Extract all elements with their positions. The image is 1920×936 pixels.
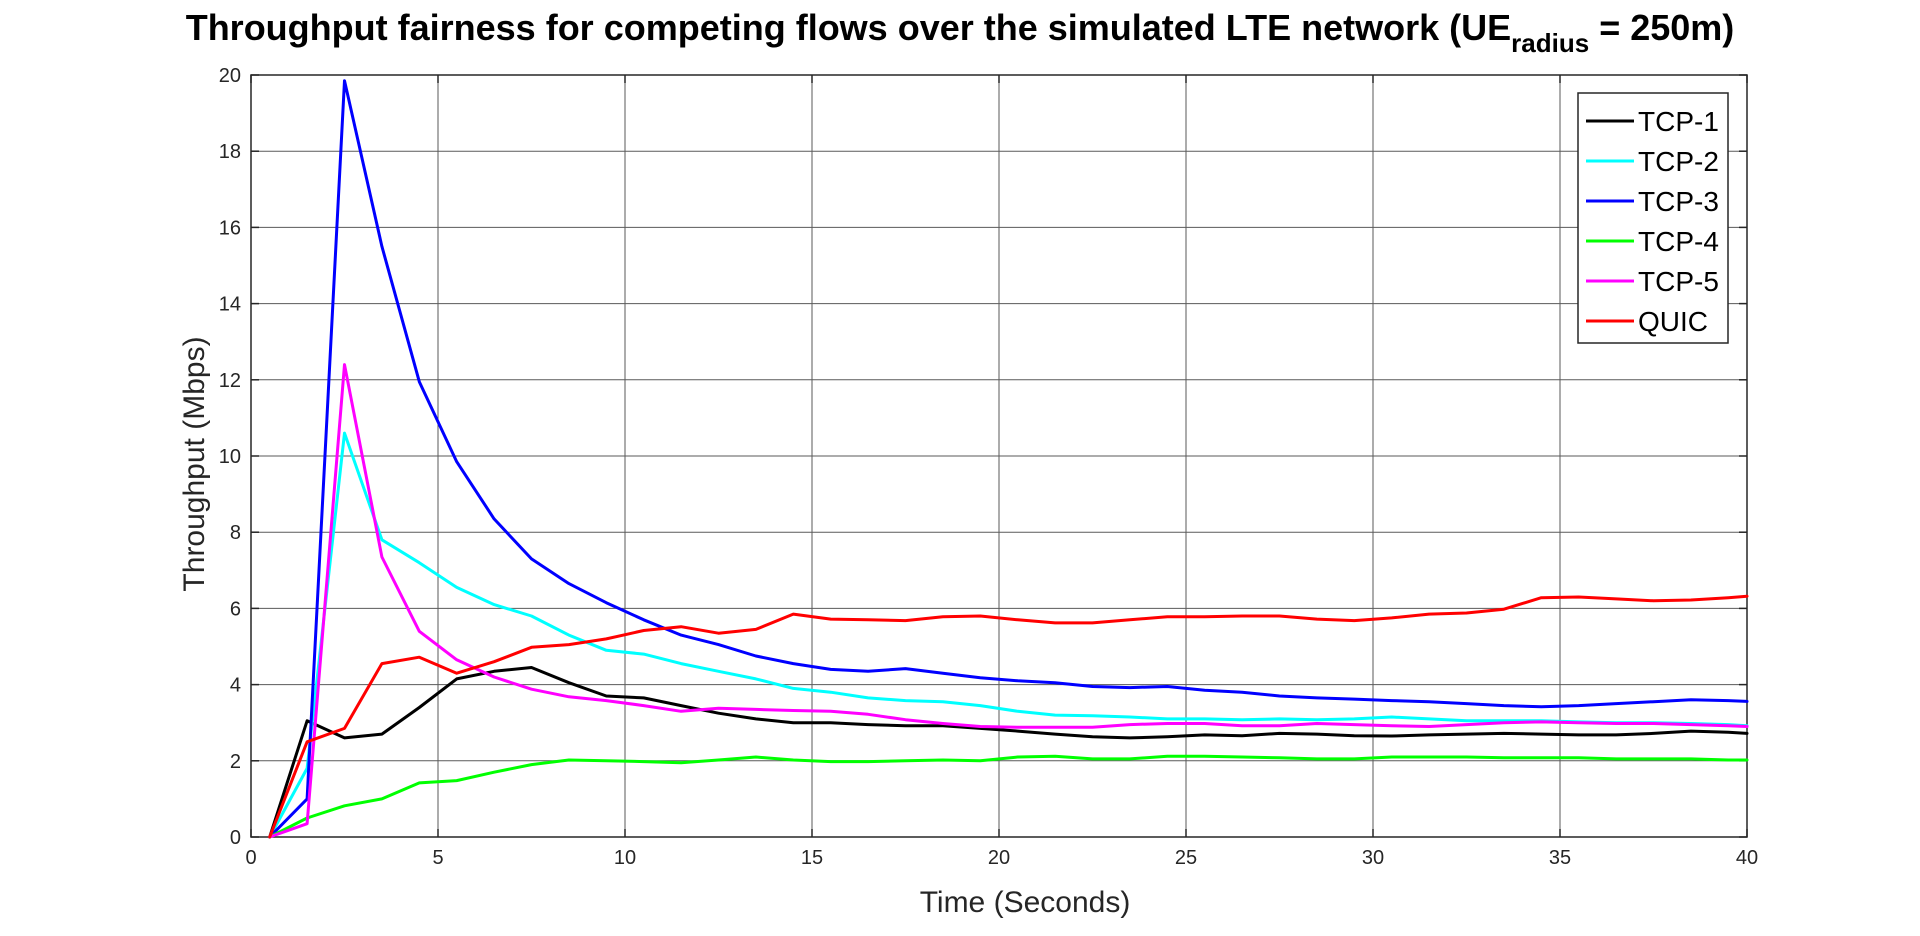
series-line-tcp-5 <box>268 363 1749 839</box>
y-tick-label: 10 <box>219 446 241 468</box>
x-tick-label: 15 <box>801 847 823 869</box>
series-lines <box>268 79 1749 839</box>
chart-title-subscript: radius <box>1511 28 1589 58</box>
legend-label-tcp-3: TCP-3 <box>1638 186 1719 217</box>
chart-title-main: Throughput fairness for competing flows … <box>186 7 1511 48</box>
y-tick-label: 12 <box>219 370 241 392</box>
y-tick-label: 8 <box>230 522 241 544</box>
legend-item-tcp-3: TCP-3 <box>1586 186 1719 217</box>
series-line-quic <box>268 594 1749 839</box>
x-tick-label: 35 <box>1549 847 1571 869</box>
series-line-tcp-4 <box>268 754 1749 839</box>
legend-item-tcp-5: TCP-5 <box>1586 266 1719 297</box>
x-tick-label: 0 <box>245 847 256 869</box>
x-tick-label: 40 <box>1736 847 1758 869</box>
x-tick-labels: 0 5 10 15 20 25 30 35 40 <box>245 847 1758 869</box>
chart-title: Throughput fairness for competing flows … <box>186 7 1735 58</box>
y-tick-label: 2 <box>230 751 241 773</box>
series-line-tcp-1 <box>268 666 1749 839</box>
chart-title-suffix: = 250m) <box>1589 7 1734 48</box>
legend-item-tcp-2: TCP-2 <box>1586 146 1719 177</box>
y-tick-label: 0 <box>230 827 241 849</box>
y-axis-label: Throughput (Mbps) <box>178 336 211 591</box>
legend-label-tcp-1: TCP-1 <box>1638 106 1719 137</box>
y-tick-label: 6 <box>230 598 241 620</box>
legend: TCP-1 TCP-2 TCP-3 TCP-4 TCP-5 QUIC <box>1577 92 1729 344</box>
y-tick-label: 20 <box>219 65 241 87</box>
legend-item-tcp-1: TCP-1 <box>1586 106 1719 137</box>
legend-label-tcp-5: TCP-5 <box>1638 266 1719 297</box>
tick-marks <box>250 74 1748 838</box>
x-tick-label: 30 <box>1362 847 1384 869</box>
y-tick-label: 16 <box>219 217 241 239</box>
legend-box <box>1577 92 1729 344</box>
x-axis-label: Time (Seconds) <box>920 886 1131 919</box>
y-tick-labels: 0 2 4 6 8 10 12 14 16 18 20 <box>219 65 241 849</box>
legend-label-tcp-4: TCP-4 <box>1638 226 1719 257</box>
x-tick-label: 10 <box>614 847 636 869</box>
x-tick-label: 5 <box>432 847 443 869</box>
series-line-tcp-2 <box>268 431 1749 839</box>
legend-item-quic: QUIC <box>1586 306 1708 337</box>
y-tick-label: 18 <box>219 141 241 163</box>
x-tick-label: 25 <box>1175 847 1197 869</box>
x-tick-label: 20 <box>988 847 1010 869</box>
legend-item-tcp-4: TCP-4 <box>1586 226 1719 257</box>
legend-label-tcp-2: TCP-2 <box>1638 146 1719 177</box>
y-tick-label: 14 <box>219 294 241 316</box>
legend-label-quic: QUIC <box>1638 306 1708 337</box>
y-tick-label: 4 <box>230 675 241 697</box>
series-line-tcp-3 <box>268 79 1749 839</box>
